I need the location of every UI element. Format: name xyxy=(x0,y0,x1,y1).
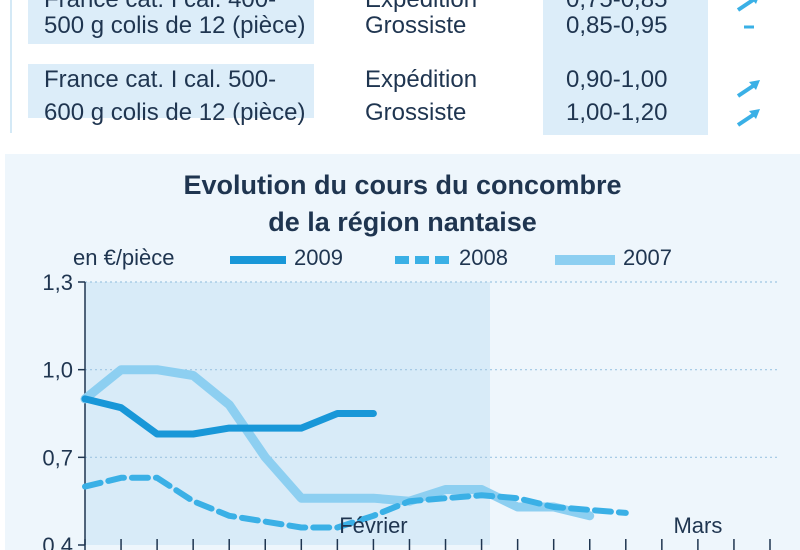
table-left-rule xyxy=(10,0,12,133)
up-arrow-icon xyxy=(736,0,758,12)
month-label-mars: Mars xyxy=(673,513,722,538)
price-column-band xyxy=(543,0,708,135)
legend-swatch-2008 xyxy=(395,256,451,264)
axes xyxy=(78,281,771,550)
y-tick-label: 1,0 xyxy=(42,358,73,383)
row2-product-line1: France cat. I cal. 500- xyxy=(44,66,277,93)
february-background xyxy=(85,282,490,545)
row1-price2: 0,85-0,95 xyxy=(566,12,668,39)
row1-price1: 0,75-0,85 xyxy=(566,0,667,16)
y-axis-unit-label: en €/pièce xyxy=(73,245,175,270)
series-lines xyxy=(80,365,629,531)
y-tick-label: 0,4 xyxy=(42,533,73,550)
series-line-2008 xyxy=(82,474,629,531)
row2-stage2: Grossiste xyxy=(365,99,467,126)
up-arrow-icon xyxy=(736,80,760,98)
row1-product-line2: 500 g colis de 12 (pièce) xyxy=(44,12,306,39)
tick-labels: 0,4 0,7 1,0 1,3 Février Mars xyxy=(42,270,722,550)
gridlines xyxy=(85,281,780,458)
legend-label-2009: 2009 xyxy=(294,245,343,270)
row1-stage1: Expédition xyxy=(365,0,477,16)
chart-title-line2: de la région nantaise xyxy=(268,207,537,237)
chart-title-line1: Evolution du cours du concombre xyxy=(183,170,622,200)
row2-product-line2: 600 g colis de 12 (pièce) xyxy=(44,99,306,126)
legend-label-2007: 2007 xyxy=(623,245,672,270)
legend-2007: 2007 xyxy=(553,245,683,275)
row2-price2: 1,00-1,20 xyxy=(566,99,668,126)
row1-product-band xyxy=(28,0,314,44)
row1-product-line1: France cat. I cal. 400- xyxy=(44,0,276,16)
month-label-février: Février xyxy=(339,513,407,538)
y-tick-label: 1,3 xyxy=(42,270,73,295)
legend-swatch-2007 xyxy=(555,255,615,265)
up-arrow-icon xyxy=(736,109,760,127)
legend-swatch-2009 xyxy=(230,256,286,264)
legend-label-2008: 2008 xyxy=(459,245,508,270)
row2-stage1: Expédition xyxy=(365,66,478,93)
series-line-2009 xyxy=(81,395,377,438)
dash-icon xyxy=(744,25,754,29)
price-table: France cat. I cal. 400- 500 g colis de 1… xyxy=(0,0,800,135)
row2-product-band xyxy=(28,64,314,118)
row1-stage2: Grossiste xyxy=(365,12,467,39)
row2-price1: 0,90-1,00 xyxy=(566,66,668,93)
legend-2008: 2008 xyxy=(393,245,523,275)
y-tick-label: 0,7 xyxy=(42,445,73,470)
series-line-2007 xyxy=(80,365,595,521)
legend-2009: 2009 xyxy=(228,245,358,275)
